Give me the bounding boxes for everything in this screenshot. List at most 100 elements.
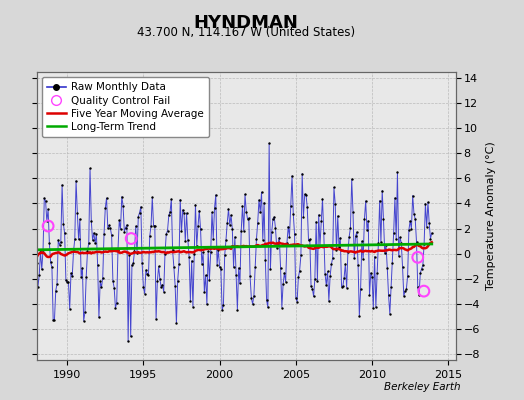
Point: [163, 227, 172, 234]
Point: [245, 215, 253, 221]
Point: [407, 225, 416, 232]
Point: [130, 248, 139, 255]
Point: [332, 247, 341, 254]
Point: [57, 239, 65, 245]
Point: [307, 283, 315, 290]
Point: [172, 320, 181, 326]
Point: [340, 274, 348, 281]
Point: [157, 284, 166, 290]
Point: [180, 210, 188, 216]
Point: [289, 211, 298, 217]
Point: [204, 248, 212, 254]
Point: [321, 271, 329, 277]
Point: [279, 281, 287, 287]
Point: [284, 224, 292, 230]
Point: [413, 254, 422, 260]
Point: [362, 198, 370, 204]
Point: [395, 253, 403, 259]
Point: [40, 195, 49, 201]
Point: [230, 264, 238, 270]
Point: [398, 264, 407, 270]
Point: [54, 237, 62, 243]
Point: [146, 233, 154, 240]
Point: [217, 266, 225, 273]
Point: [419, 262, 427, 269]
Point: [360, 216, 368, 222]
Point: [254, 219, 262, 226]
Point: [177, 228, 185, 234]
Point: [167, 196, 176, 202]
Point: [80, 318, 88, 324]
Point: [278, 304, 286, 311]
Point: [105, 222, 113, 228]
Point: [281, 278, 290, 285]
Point: [93, 262, 102, 269]
Point: [110, 284, 118, 291]
Point: [403, 273, 412, 279]
Point: [298, 170, 307, 177]
Point: [189, 303, 197, 310]
Point: [424, 199, 432, 205]
Point: [173, 278, 182, 284]
Point: [269, 216, 277, 222]
Point: [420, 240, 428, 247]
Point: [97, 284, 106, 291]
Point: [302, 191, 310, 198]
Point: [126, 333, 135, 340]
Point: [78, 265, 86, 271]
Point: [208, 209, 216, 216]
Point: [144, 272, 152, 278]
Point: [143, 271, 151, 277]
Point: [95, 314, 103, 320]
Point: [67, 270, 75, 276]
Point: [47, 259, 55, 266]
Point: [155, 263, 163, 270]
Point: [198, 260, 206, 267]
Point: [413, 284, 422, 291]
Point: [422, 224, 431, 230]
Point: [346, 224, 355, 231]
Point: [397, 240, 406, 246]
Point: [402, 286, 410, 293]
Point: [263, 297, 271, 304]
Point: [386, 310, 394, 317]
Point: [141, 267, 150, 273]
Point: [251, 263, 259, 270]
Point: [400, 293, 408, 299]
Point: [195, 207, 203, 214]
Point: [176, 196, 184, 203]
Point: [376, 198, 384, 204]
Point: [344, 249, 352, 255]
Point: [378, 188, 386, 194]
Point: [69, 248, 78, 254]
Point: [336, 234, 344, 241]
Point: [317, 218, 325, 224]
Point: [133, 250, 141, 256]
Point: [175, 261, 183, 267]
Point: [71, 236, 79, 242]
Point: [116, 226, 125, 232]
Point: [325, 298, 333, 304]
Point: [84, 240, 93, 246]
Point: [296, 267, 304, 274]
Point: [391, 195, 399, 201]
Point: [91, 240, 100, 246]
Point: [409, 192, 417, 199]
Point: [370, 253, 379, 260]
Point: [108, 278, 117, 284]
Point: [233, 306, 242, 313]
Point: [139, 284, 148, 290]
Point: [228, 226, 236, 232]
Point: [241, 191, 249, 198]
Point: [411, 216, 419, 222]
Point: [243, 216, 252, 222]
Point: [420, 288, 428, 294]
Point: [401, 288, 409, 294]
Point: [38, 266, 46, 273]
Point: [200, 289, 209, 295]
Point: [374, 240, 383, 247]
Point: [62, 277, 70, 284]
Point: [148, 194, 157, 200]
Point: [323, 268, 332, 274]
Point: [330, 184, 338, 191]
